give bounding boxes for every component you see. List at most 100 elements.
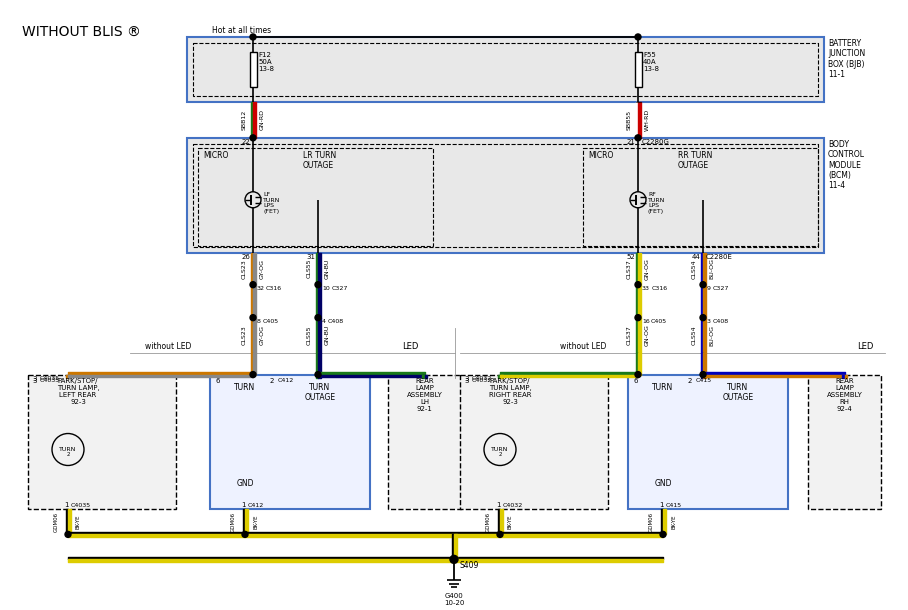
Text: C405: C405 [263,318,279,324]
Text: 26: 26 [242,254,250,260]
Bar [628,375,788,509]
Text: 33: 33 [642,285,650,291]
Text: C4032: C4032 [472,378,492,382]
Text: G400
10-20: G400 10-20 [444,594,464,606]
Bar [210,375,370,509]
Text: 10: 10 [322,285,330,291]
Text: C408: C408 [713,318,729,324]
Text: CLS55: CLS55 [307,259,311,278]
Text: 31: 31 [306,254,315,260]
Text: BK-YE: BK-YE [76,515,81,529]
Bar [187,37,824,102]
Text: CLS37: CLS37 [627,259,631,279]
Text: Hot at all times: Hot at all times [212,26,271,35]
Circle shape [250,315,256,321]
Text: 3: 3 [32,378,36,384]
Text: 16: 16 [642,318,650,324]
Text: 2: 2 [270,378,274,384]
Text: C4032: C4032 [472,376,492,381]
Circle shape [315,282,321,288]
Text: C412: C412 [248,503,264,508]
Text: 6: 6 [215,378,220,384]
Text: TURN
OUTAGE: TURN OUTAGE [304,382,336,402]
Text: 2: 2 [498,452,502,457]
Circle shape [450,555,458,564]
Circle shape [250,34,256,40]
Text: GY-OG: GY-OG [260,259,264,279]
Circle shape [242,531,248,537]
Bar [187,138,824,253]
Text: CLS23: CLS23 [242,259,246,279]
Text: GND: GND [655,479,672,489]
Circle shape [250,135,256,141]
Text: 21: 21 [627,139,635,145]
Text: CLS54: CLS54 [692,259,696,279]
Text: BK-YE: BK-YE [253,515,258,529]
Text: TURN: TURN [491,447,508,452]
Text: RR TURN
OUTAGE: RR TURN OUTAGE [678,151,713,170]
Text: GDM06: GDM06 [649,512,654,532]
Text: C327: C327 [713,285,729,291]
Text: GN-OG: GN-OG [645,258,649,279]
Text: GN-OG: GN-OG [645,324,649,346]
Text: C415: C415 [666,503,682,508]
Circle shape [315,315,321,321]
Bar [250,52,256,87]
Text: 4: 4 [322,318,326,324]
Circle shape [250,371,256,378]
Text: GN-RD: GN-RD [260,109,264,131]
Text: CLS54: CLS54 [692,325,696,345]
Text: GDM06: GDM06 [486,512,491,532]
Text: CLS23: CLS23 [242,325,246,345]
Text: GY-OG: GY-OG [260,325,264,345]
Text: 1: 1 [496,503,500,508]
Text: SBB12: SBB12 [242,110,246,130]
Text: C412: C412 [278,378,294,382]
Text: C327: C327 [332,285,349,291]
Circle shape [497,531,503,537]
Text: without LED: without LED [145,342,192,351]
Text: PARK/STOP/
TURN LAMP,
LEFT REAR
92-3: PARK/STOP/ TURN LAMP, LEFT REAR 92-3 [56,378,99,404]
Text: MICRO: MICRO [203,151,229,160]
Text: BU-OG: BU-OG [709,258,715,279]
Text: 1: 1 [64,503,68,508]
Bar [193,144,818,246]
Text: C316: C316 [266,285,282,291]
Text: GN-BU: GN-BU [324,259,330,279]
Text: GND: GND [236,479,253,489]
Text: C316: C316 [652,285,668,291]
Circle shape [635,34,641,40]
Circle shape [315,371,321,378]
Circle shape [250,282,256,288]
Text: C2280E: C2280E [706,254,733,260]
Text: MICRO: MICRO [588,151,614,160]
Circle shape [635,135,641,141]
Text: BK-YE: BK-YE [671,515,676,529]
Text: C2280G: C2280G [642,139,670,145]
Text: CLS55: CLS55 [307,325,311,345]
Text: TURN: TURN [652,382,674,392]
Bar [460,375,608,509]
Text: RF
TURN
LPS
(FET): RF TURN LPS (FET) [648,192,666,214]
Text: TURN: TURN [59,447,76,452]
Text: 3: 3 [32,376,36,382]
Text: LF
TURN
LPS
(FET): LF TURN LPS (FET) [263,192,281,214]
Text: F55
40A
13-8: F55 40A 13-8 [643,52,659,72]
Text: 2: 2 [688,378,693,384]
Text: WITHOUT BLIS ®: WITHOUT BLIS ® [22,25,141,39]
Text: BU-OG: BU-OG [709,325,715,346]
Text: 6: 6 [633,378,637,384]
Text: BODY
CONTROL
MODULE
(BCM)
11-4: BODY CONTROL MODULE (BCM) 11-4 [828,140,865,190]
Text: BATTERY
JUNCTION
BOX (BJB)
11-1: BATTERY JUNCTION BOX (BJB) 11-1 [828,39,865,79]
Bar [198,148,433,246]
Text: 3: 3 [464,376,469,382]
Text: WH-RD: WH-RD [645,109,649,131]
Text: TURN: TURN [234,382,256,392]
Text: F12
50A
13-8: F12 50A 13-8 [258,52,274,72]
Text: C4035: C4035 [40,376,60,381]
Text: LR TURN
OUTAGE: LR TURN OUTAGE [303,151,336,170]
Text: GDM06: GDM06 [54,512,59,532]
Text: C4035: C4035 [40,378,60,382]
Text: 3: 3 [707,318,711,324]
Circle shape [700,282,706,288]
